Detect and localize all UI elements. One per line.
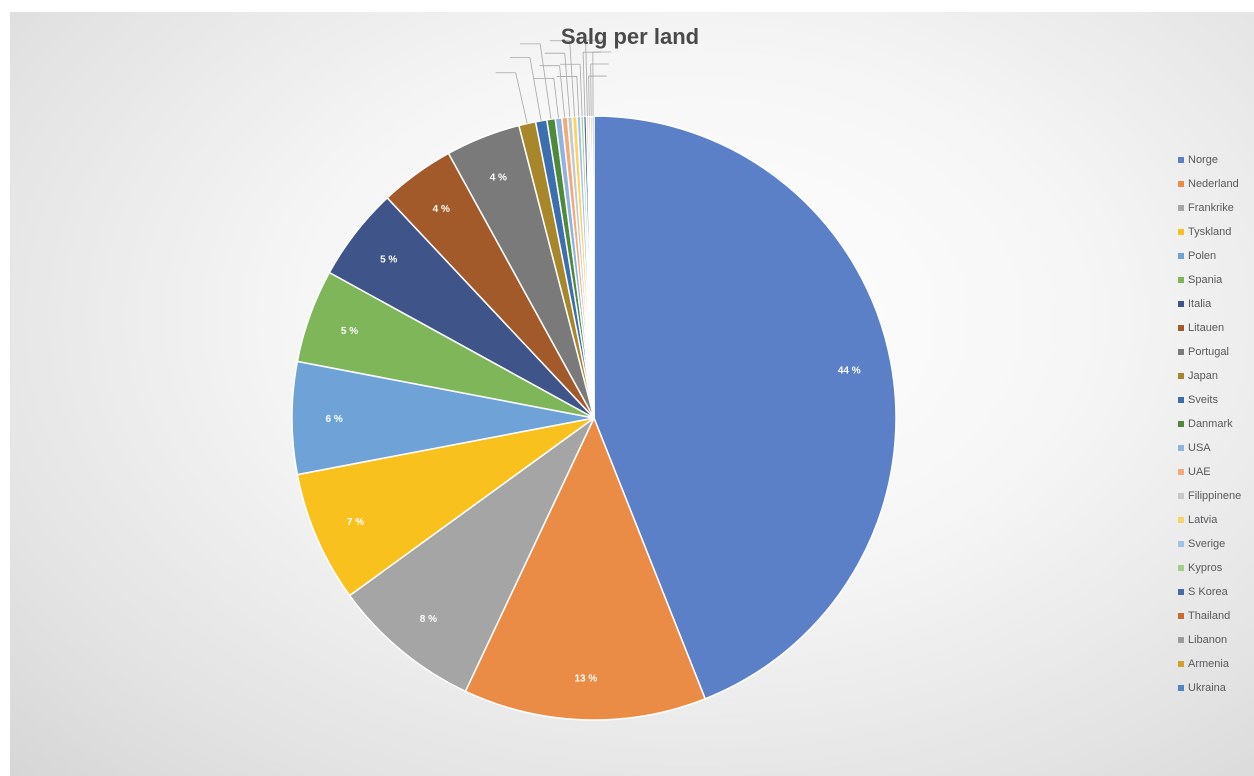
legend-swatch-norge [1178, 157, 1184, 163]
legend-swatch-polen [1178, 253, 1184, 259]
legend-swatch-armenia [1178, 661, 1184, 667]
legend-item-danmark: Danmark [1178, 412, 1254, 436]
legend-swatch-ukraina [1178, 685, 1184, 691]
leader-line-kypros [579, 64, 583, 117]
data-label-litauen: 4 % [433, 204, 450, 215]
legend-label-latvia: Latvia [1188, 514, 1218, 526]
leader-line-uae [559, 65, 566, 118]
leader-line-latvia [569, 40, 575, 117]
legend-item-italia: Italia [1178, 292, 1254, 316]
data-label-norge: 44 % [838, 365, 861, 376]
leader-line-libanon [588, 76, 590, 117]
legend-item-ukraina: Ukraina [1178, 676, 1254, 700]
legend-item-usa: USA [1178, 436, 1254, 460]
data-label-polen: 6 % [326, 414, 343, 425]
legend-item-norge: Norge [1178, 148, 1254, 172]
leader-line-usa [553, 78, 559, 119]
legend-item-sverige: Sverige [1178, 532, 1254, 556]
data-label-frankrike: 8 % [420, 614, 437, 625]
pie-slice-frankrike [348, 417, 595, 693]
leader-line-sveits [529, 57, 542, 121]
legend-label-s-korea: S Korea [1188, 586, 1228, 598]
legend-label-sverige: Sverige [1188, 538, 1226, 550]
pie-slice-tyskland [296, 417, 595, 597]
legend-label-usa: USA [1188, 442, 1211, 454]
legend-swatch-sveits [1178, 397, 1184, 403]
leader-line-s-korea [582, 52, 586, 117]
legend-item-filippinene: Filippinene [1178, 484, 1254, 508]
data-label-portugal: 4 % [490, 172, 507, 183]
legend-label-kypros: Kypros [1188, 562, 1223, 574]
legend-item-s-korea: S Korea [1178, 580, 1254, 604]
legend-swatch-libanon [1178, 637, 1184, 643]
leader-line-japan [515, 72, 528, 124]
data-label-tyskland: 7 % [347, 517, 364, 528]
legend-item-japan: Japan [1178, 364, 1254, 388]
legend-swatch-nederland [1178, 181, 1184, 187]
legend-swatch-filippinene [1178, 493, 1184, 499]
legend-swatch-thailand [1178, 613, 1184, 619]
leader-line-danmark [539, 43, 552, 120]
legend-swatch-tyskland [1178, 229, 1184, 235]
legend-swatch-litauen [1178, 325, 1184, 331]
legend-label-norge: Norge [1188, 154, 1218, 166]
legend-label-nederland: Nederland [1188, 178, 1239, 190]
legend-item-spania: Spania [1178, 268, 1254, 292]
pie-slice-norge [593, 115, 897, 700]
legend-swatch-uae [1178, 469, 1184, 475]
legend-label-japan: Japan [1188, 370, 1218, 382]
legend-item-portugal: Portugal [1178, 340, 1254, 364]
legend-swatch-spania [1178, 277, 1184, 283]
legend-label-tyskland: Tyskland [1188, 226, 1232, 238]
pie-slice-ukraina [591, 115, 595, 419]
legend-swatch-frankrike [1178, 205, 1184, 211]
legend-item-tyskland: Tyskland [1178, 220, 1254, 244]
legend-item-kypros: Kypros [1178, 556, 1254, 580]
legend-swatch-kypros [1178, 565, 1184, 571]
legend-item-sveits: Sveits [1178, 388, 1254, 412]
legend-item-frankrike: Frankrike [1178, 196, 1254, 220]
legend-item-thailand: Thailand [1178, 604, 1254, 628]
legend-swatch-latvia [1178, 517, 1184, 523]
data-label-nederland: 13 % [574, 674, 597, 685]
legend-item-nederland: Nederland [1178, 172, 1254, 196]
legend-label-portugal: Portugal [1188, 346, 1229, 358]
legend-swatch-japan [1178, 373, 1184, 379]
legend-label-litauen: Litauen [1188, 322, 1225, 334]
legend-label-danmark: Danmark [1188, 418, 1233, 430]
legend-label-sveits: Sveits [1188, 394, 1218, 406]
data-label-italia: 5 % [380, 255, 397, 266]
legend-swatch-usa [1178, 445, 1184, 451]
legend-item-uae: UAE [1178, 460, 1254, 484]
legend-label-polen: Polen [1188, 250, 1217, 262]
legend-label-ukraina: Ukraina [1188, 682, 1226, 694]
legend-item-litauen: Litauen [1178, 316, 1254, 340]
legend-label-filippinene: Filippinene [1188, 490, 1242, 502]
legend-label-frankrike: Frankrike [1188, 202, 1234, 214]
leader-line-sverige [576, 76, 580, 117]
chart-legend: Norge Nederland Frankrike Tyskland Polen Span… [1178, 148, 1254, 700]
leader-line-filippinene [564, 53, 571, 118]
legend-label-thailand: Thailand [1188, 610, 1231, 622]
legend-label-libanon: Libanon [1188, 634, 1228, 646]
legend-swatch-s-korea [1178, 589, 1184, 595]
legend-swatch-italia [1178, 301, 1184, 307]
legend-label-uae: UAE [1188, 466, 1211, 478]
legend-item-latvia: Latvia [1178, 508, 1254, 532]
leader-line-thailand [585, 40, 588, 117]
legend-item-polen: Polen [1178, 244, 1254, 268]
legend-item-libanon: Libanon [1178, 628, 1254, 652]
legend-label-armenia: Armenia [1188, 658, 1229, 670]
legend-swatch-sverige [1178, 541, 1184, 547]
legend-swatch-danmark [1178, 421, 1184, 427]
legend-item-armenia: Armenia [1178, 652, 1254, 676]
data-label-spania: 5 % [341, 326, 358, 337]
legend-label-italia: Italia [1188, 298, 1212, 310]
legend-swatch-portugal [1178, 349, 1184, 355]
chart-title: Salg per land [560, 24, 700, 49]
legend-label-spania: Spania [1188, 274, 1223, 286]
pie-slice-nederland [464, 416, 707, 721]
